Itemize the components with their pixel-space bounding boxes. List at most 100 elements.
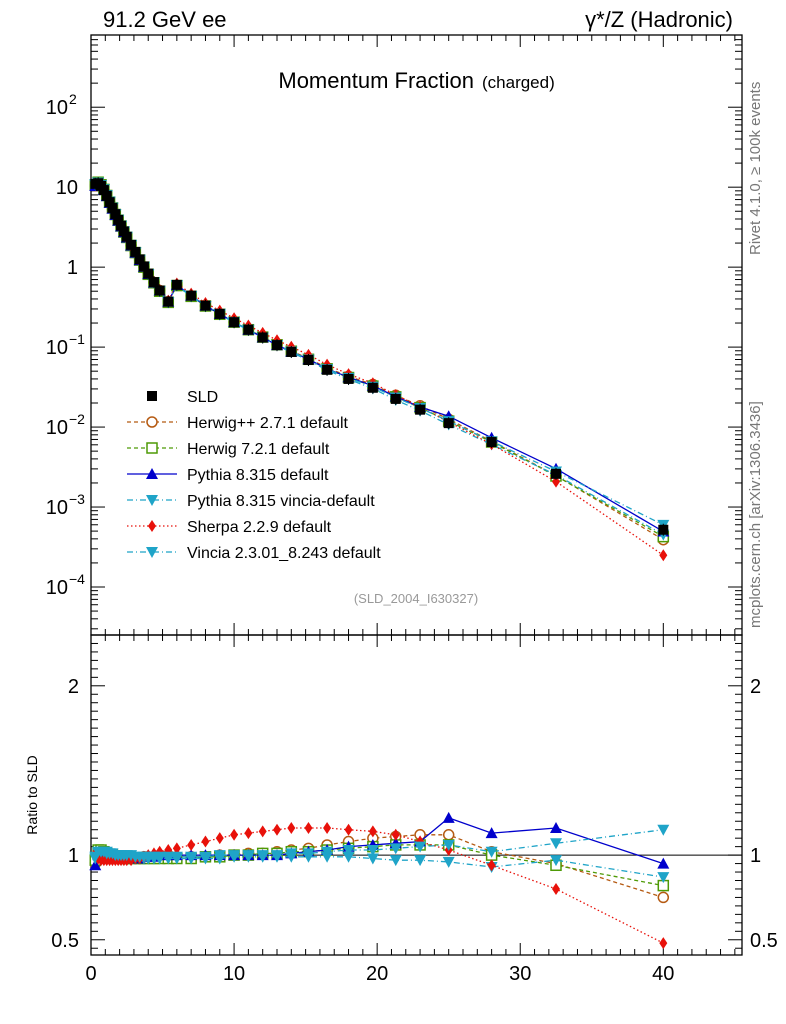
series-point-ratio [199, 851, 212, 863]
data-point [148, 277, 159, 288]
data-point [118, 226, 129, 237]
series-point-ratio [302, 848, 315, 860]
y-tick-label-base: 10 [46, 497, 68, 519]
series-point-ratio [442, 829, 455, 841]
series-point-ratio [344, 823, 353, 836]
series-point-ratio [172, 842, 181, 855]
y-tick-label-base: 10 [46, 337, 68, 359]
data-point [286, 346, 297, 357]
series-point-ratio [258, 825, 267, 838]
ratio-tick-label: 1 [68, 845, 79, 867]
legend-marker [146, 442, 158, 454]
series-point-ratio [271, 850, 283, 862]
series-point-ratio [89, 859, 102, 871]
series-point-ratio [552, 882, 560, 895]
series-point-ratio [170, 851, 183, 863]
series-point-ratio [414, 855, 427, 867]
process-label: γ*/Z (Hadronic) [585, 7, 733, 32]
y-tick-label-exp: −1 [69, 331, 85, 347]
series-point-ratio [657, 824, 670, 836]
series-point-ratio [657, 872, 670, 884]
main-series-layer [89, 176, 670, 562]
legend-label: Herwig++ 2.7.1 default [187, 415, 349, 432]
data-point [322, 364, 333, 375]
legend-marker [146, 547, 158, 558]
series-point-ratio [550, 838, 562, 850]
y-tick-label: 1 [67, 257, 78, 279]
x-tick-label: 0 [85, 963, 96, 985]
series-point-ratio [242, 850, 255, 862]
series-point-ratio [550, 855, 562, 867]
series-point-ratio [366, 853, 379, 865]
y-tick-label-base: 10 [46, 417, 68, 439]
ratio-tick-label-right: 2 [750, 676, 761, 698]
rivet-version-label: Rivet 4.1.0, ≥ 100k events [747, 82, 764, 255]
data-point [390, 393, 401, 404]
ratio-series-layer [89, 811, 670, 950]
series-point-ratio [550, 822, 562, 834]
series-point-ratio [391, 828, 400, 841]
data-point [154, 285, 165, 296]
data-point [415, 404, 426, 415]
data-point [257, 332, 268, 343]
series-point-ratio [273, 823, 281, 836]
legend-marker [146, 495, 158, 506]
x-tick-label: 10 [223, 963, 245, 985]
data-point [163, 296, 174, 307]
data-point [658, 524, 669, 535]
series-point-ratio [442, 811, 455, 823]
data-point [367, 382, 378, 393]
series-point-ratio [368, 825, 377, 838]
series-point-ratio [342, 845, 355, 857]
series-point-ratio [228, 850, 241, 862]
series-point-ratio [366, 845, 379, 857]
ratio-axis-label: Ratio to SLD [24, 755, 40, 834]
data-point [113, 214, 124, 225]
data-point [171, 279, 182, 290]
legend-label: Pythia 8.315 default [187, 467, 329, 484]
energy-label: 91.2 GeV ee [103, 7, 227, 32]
series-point-ratio [215, 832, 224, 845]
series-point-ratio [485, 827, 498, 839]
plot-title: Momentum Fraction [278, 68, 474, 93]
series-line-ratio [94, 844, 664, 887]
ratio-tick-label-right: 1 [750, 845, 761, 867]
data-point [214, 308, 225, 319]
x-tick-label: 30 [509, 963, 531, 985]
legend-label: Sherpa 2.2.9 default [187, 519, 332, 536]
legend-marker [146, 468, 158, 479]
series-point-ratio [389, 843, 402, 855]
y-tick-label-base: 10 [46, 577, 68, 599]
series-point-ratio [414, 841, 427, 853]
legend-marker [146, 416, 158, 428]
data-point [126, 239, 137, 250]
y-tick-label: 10 [56, 177, 78, 199]
analysis-reference: (SLD_2004_I630327) [354, 591, 478, 606]
ratio-tick-label: 0.5 [51, 930, 79, 952]
data-point [186, 290, 197, 301]
data-point [143, 268, 154, 279]
data-point [243, 324, 254, 335]
series-line-ratio [94, 829, 664, 858]
data-point [98, 185, 109, 196]
series-point-ratio [153, 851, 166, 863]
ratio-axes: 0 10 20 30 40 0.5 0.5 1 1 2 2 [51, 635, 778, 985]
series-point-ratio [185, 851, 198, 863]
data-point [130, 246, 141, 257]
legend-marker [147, 391, 157, 401]
data-point [443, 418, 454, 429]
mcplots-label: mcplots.cern.ch [arXiv:1306.3436] [747, 401, 764, 628]
data-point [116, 220, 127, 231]
series-point-ratio [256, 850, 269, 862]
y-tick-label-base: 10 [46, 97, 68, 119]
data-point [303, 354, 314, 365]
data-point [200, 300, 211, 311]
data-point [101, 190, 112, 201]
series-point-ratio [162, 851, 175, 863]
series-point-ratio [244, 827, 253, 840]
series-point-ratio [485, 846, 498, 858]
legend: SLD Herwig++ 2.7.1 default Herwig 7.2.1 de… [127, 389, 381, 562]
series-point-ratio [213, 850, 226, 862]
